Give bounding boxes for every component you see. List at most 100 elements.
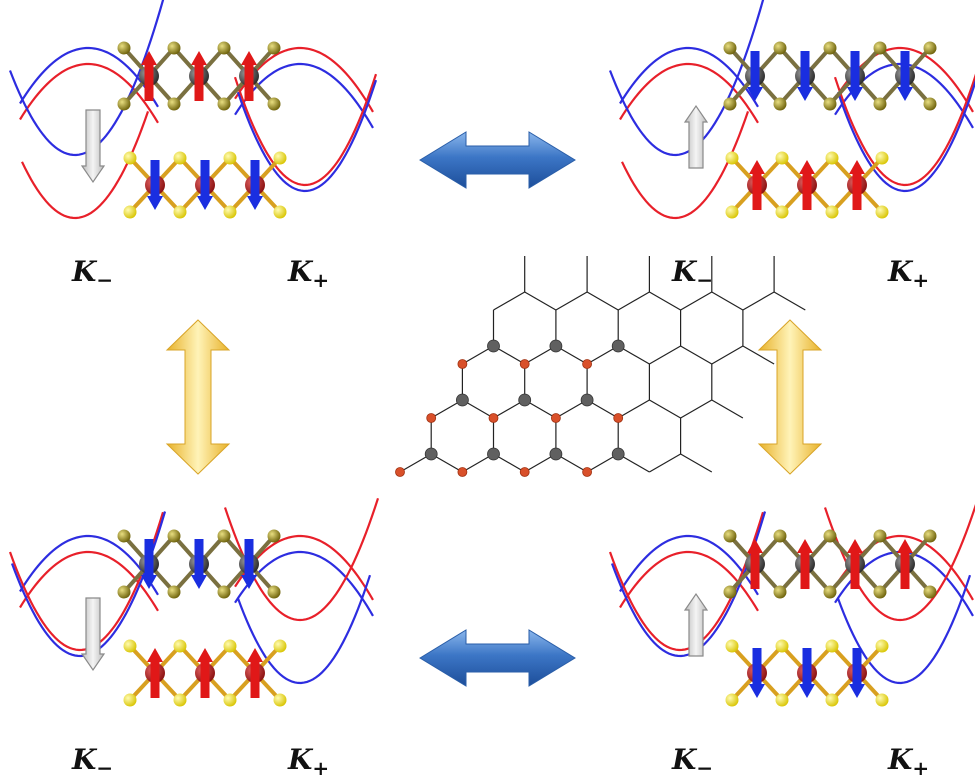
panels-layer xyxy=(8,0,975,707)
lattice-site-gray xyxy=(549,339,563,353)
lattice-bond xyxy=(649,399,681,419)
transition-down-arrow xyxy=(80,109,106,184)
chalcogen-atom xyxy=(825,639,839,653)
chalcogen-atom xyxy=(167,97,181,111)
lattice-site-gray xyxy=(518,393,532,407)
chalcogen-atom xyxy=(173,693,187,707)
lattice-site-gray xyxy=(455,393,469,407)
lattice-bond xyxy=(617,291,650,311)
k-plus-label-subscript: + xyxy=(312,268,330,292)
chalcogen-atom xyxy=(875,205,889,219)
k-minus-label-text: K xyxy=(672,743,697,776)
chalcogen-atom xyxy=(173,205,187,219)
transition-up-arrow xyxy=(683,104,709,169)
lattice-site-gray xyxy=(549,447,563,461)
spin-up-arrow xyxy=(797,539,813,589)
k-minus-label: K− xyxy=(72,746,113,779)
spin-up-arrow xyxy=(847,539,863,589)
chalcogen-atom xyxy=(873,529,887,543)
spin-up-arrow xyxy=(747,539,763,589)
chalcogen-atom xyxy=(267,585,281,599)
chalcogen-atom xyxy=(123,639,137,653)
chalcogen-atom xyxy=(823,97,837,111)
lattice-bond xyxy=(617,399,650,419)
chalcogen-atom xyxy=(117,41,131,55)
upper-layer-chain xyxy=(117,41,281,111)
valence-band-red-kminus xyxy=(21,111,150,220)
k-plus-label-subscript: + xyxy=(912,756,930,780)
chalcogen-atom xyxy=(923,585,937,599)
chalcogen-atom xyxy=(273,639,287,653)
spin-down-arrow xyxy=(749,648,765,698)
connectors-layer xyxy=(165,131,823,687)
chalcogen-atom xyxy=(223,205,237,219)
chalcogen-atom xyxy=(117,97,131,111)
lattice-bond xyxy=(555,291,588,311)
chalcogen-atom xyxy=(923,97,937,111)
spin-up-arrow xyxy=(197,648,213,698)
chalcogen-atom xyxy=(823,585,837,599)
spin-up-arrow xyxy=(247,648,263,698)
spin-down-arrow xyxy=(241,539,257,589)
k-plus-label-text: K xyxy=(888,743,913,776)
lattice-site-orange xyxy=(613,413,624,423)
lattice-bond xyxy=(586,291,619,311)
lattice-bond xyxy=(711,345,744,365)
lattice-bond xyxy=(680,453,713,473)
conduction-band-blue-kminus xyxy=(19,534,159,596)
chalcogen-atom xyxy=(723,41,737,55)
chalcogen-atom xyxy=(823,41,837,55)
panel-bottom-right xyxy=(608,503,975,707)
k-minus-label-subscript: − xyxy=(696,268,714,292)
chalcogen-atom xyxy=(923,529,937,543)
chalcogen-atom xyxy=(773,97,787,111)
k-minus-label: K− xyxy=(672,743,713,779)
lattice-bond xyxy=(680,345,713,365)
chalcogen-atom xyxy=(825,205,839,219)
valence-band-red-kminus xyxy=(621,111,750,220)
chalcogen-atom xyxy=(273,151,287,165)
lattice-bond xyxy=(711,291,744,311)
yellow-double-arrow-right xyxy=(757,319,823,475)
spin-down-arrow xyxy=(247,160,263,210)
spin-down-arrow xyxy=(197,160,213,210)
spin-down-arrow xyxy=(799,648,815,698)
spin-down-arrow xyxy=(797,51,813,101)
k-minus-label-text: K xyxy=(672,255,697,288)
chalcogen-atom xyxy=(723,97,737,111)
chalcogen-atom xyxy=(173,639,187,653)
chalcogen-atom xyxy=(723,529,737,543)
k-minus-label-text: K xyxy=(72,255,97,288)
chalcogen-atom xyxy=(267,97,281,111)
chalcogen-atom xyxy=(773,41,787,55)
valence-band-blue-kplus xyxy=(236,574,372,685)
chalcogen-atom xyxy=(725,639,739,653)
k-minus-label-subscript: − xyxy=(96,268,114,292)
k-plus-label: K+ xyxy=(888,743,930,780)
lattice-site-gray xyxy=(611,339,625,353)
spin-up-arrow xyxy=(799,160,815,210)
chalcogen-atom xyxy=(217,41,231,55)
upper-layer-chain xyxy=(723,41,937,111)
spin-up-arrow xyxy=(141,51,157,101)
chalcogen-atom xyxy=(167,41,181,55)
chalcogen-atom xyxy=(223,693,237,707)
k-plus-label-subscript: + xyxy=(312,756,330,780)
lattice-bond xyxy=(711,399,744,419)
chalcogen-atom xyxy=(217,529,231,543)
lattice-bond xyxy=(649,291,681,311)
lattice-site-orange xyxy=(488,413,499,423)
k-plus-label-text: K xyxy=(288,255,313,288)
valence-band-red-kplus xyxy=(833,73,975,187)
upper-layer-chain xyxy=(723,529,937,599)
lattice-site-orange xyxy=(551,413,561,423)
conduction-band-red-kplus xyxy=(234,534,374,601)
lattice-bond xyxy=(680,291,713,311)
k-plus-label: K+ xyxy=(888,258,929,291)
valence-band-red-kplus xyxy=(233,73,378,187)
k-plus-label: K+ xyxy=(288,746,330,780)
chalcogen-atom xyxy=(875,151,889,165)
lower-layer-chain xyxy=(123,151,287,219)
spin-up-arrow xyxy=(749,160,765,210)
